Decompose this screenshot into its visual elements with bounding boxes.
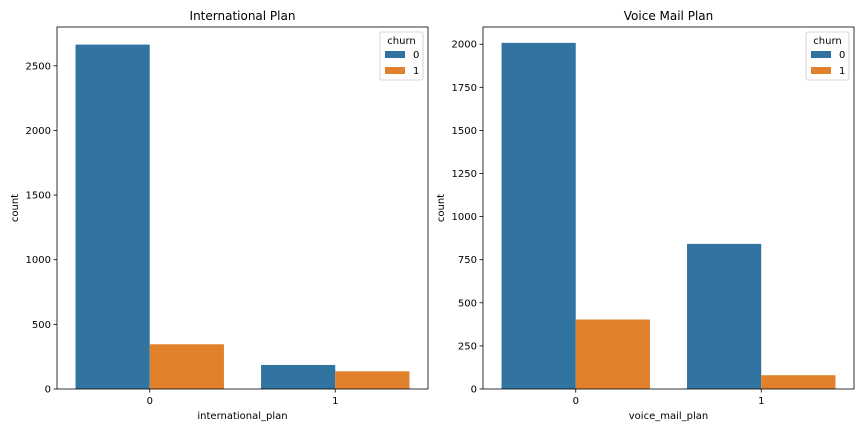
y-tick-label-0: 0	[471, 385, 477, 396]
legend-label-1: 1	[413, 66, 419, 77]
bar-series-0-cat-0	[501, 42, 576, 390]
y-tick-label-500: 500	[458, 298, 477, 309]
bar-series-1-cat-0	[149, 344, 224, 389]
y-tick-label-1750: 1750	[452, 83, 477, 94]
x-tick-label-1: 1	[758, 396, 764, 407]
legend-label-1: 1	[839, 66, 845, 77]
x-tick-label-0: 0	[147, 396, 153, 407]
legend-title: churn	[813, 36, 841, 47]
bar-series-1-cat-1	[761, 375, 836, 389]
y-tick-label-2000: 2000	[26, 126, 51, 137]
legend-title: churn	[387, 36, 415, 47]
legend-label-0: 0	[839, 50, 845, 61]
chart-voice-mail-plan: 0 250 500 750 1000 1250 1500 1750 2000 0 1 Voice Ma…	[436, 9, 855, 422]
y-tick-label-2000: 2000	[452, 40, 477, 51]
legend-swatch-1	[811, 67, 831, 74]
legend: churn 0 1	[379, 31, 424, 81]
x-tick-label-1: 1	[332, 396, 338, 407]
chart-title: International Plan	[190, 9, 296, 23]
y-tick-label-2500: 2500	[26, 61, 51, 72]
legend-swatch-1	[385, 67, 405, 74]
bar-series-1-cat-0	[575, 319, 650, 389]
y-tick-label-1500: 1500	[452, 126, 477, 137]
legend-swatch-0	[385, 51, 405, 58]
y-tick-label-1500: 1500	[26, 191, 51, 202]
y-axis-label: count	[10, 194, 21, 222]
y-tick-label-1000: 1000	[452, 212, 477, 223]
y-tick-label-1000: 1000	[26, 255, 51, 266]
bar-series-0-cat-0	[75, 44, 150, 389]
x-axis-label: voice_mail_plan	[629, 411, 708, 422]
y-tick-label-500: 500	[32, 320, 51, 331]
plot-frame	[56, 26, 429, 390]
x-axis-label: international_plan	[197, 411, 287, 422]
y-tick-label-750: 750	[458, 255, 477, 266]
bar-series-0-cat-1	[687, 243, 762, 389]
y-axis-label: count	[436, 194, 447, 222]
chart-international-plan: 0 500 1000 1500 2000 2500 0 1 International Plan…	[10, 9, 429, 422]
y-tick-label-0: 0	[45, 385, 51, 396]
y-tick-label-1250: 1250	[452, 169, 477, 180]
y-tick-label-250: 250	[458, 341, 477, 352]
plot-frame	[482, 26, 855, 390]
legend-swatch-0	[811, 51, 831, 58]
legend-label-0: 0	[413, 50, 419, 61]
chart-title: Voice Mail Plan	[624, 9, 713, 23]
bar-series-0-cat-1	[261, 364, 336, 389]
legend: churn 0 1	[805, 31, 850, 81]
bar-series-1-cat-1	[335, 371, 410, 389]
x-tick-label-0: 0	[573, 396, 579, 407]
